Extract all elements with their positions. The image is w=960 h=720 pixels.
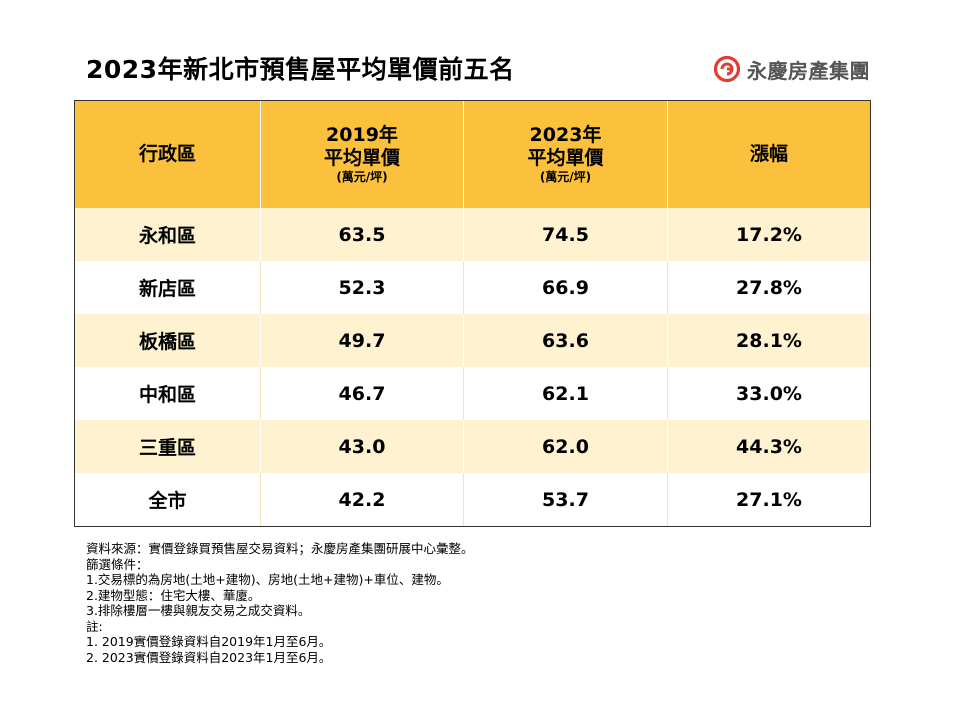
cell-district: 三重區 bbox=[74, 420, 261, 473]
cell-2023-price: 66.9 bbox=[463, 261, 668, 314]
cell-district: 新店區 bbox=[74, 261, 261, 314]
header-line: 平均單價 bbox=[527, 147, 604, 169]
note-line: 3.排除樓層一樓與親友交易之成交資料。 bbox=[86, 603, 311, 618]
cell-2023-price: 62.0 bbox=[463, 420, 668, 473]
header-growth: 漲幅 bbox=[667, 100, 871, 208]
header-unit: (萬元/坪) bbox=[539, 170, 592, 184]
price-table: 行政區 2019年 平均單價 (萬元/坪) 2023年 平均單價 (萬元/坪) … bbox=[74, 100, 871, 527]
note-line: 1. 2019實價登錄資料自2019年1月至6月。 bbox=[86, 634, 332, 649]
table-row: 板橋區 49.7 63.6 28.1% bbox=[74, 314, 871, 367]
note-line: 1.交易標的為房地(土地+建物)、房地(土地+建物)+車位、建物。 bbox=[86, 572, 449, 587]
table-row: 永和區 63.5 74.5 17.2% bbox=[74, 208, 871, 261]
cell-2019-price: 46.7 bbox=[260, 367, 464, 420]
yungching-logo-icon bbox=[713, 55, 741, 83]
header-line: 平均單價 bbox=[323, 147, 400, 169]
cell-2019-price: 49.7 bbox=[260, 314, 464, 367]
table-row-total: 全市 42.2 53.7 27.1% bbox=[74, 473, 871, 527]
table-row: 新店區 52.3 66.9 27.8% bbox=[74, 261, 871, 314]
cell-2023-price: 53.7 bbox=[463, 473, 668, 527]
table-row: 中和區 46.7 62.1 33.0% bbox=[74, 367, 871, 420]
header-district: 行政區 bbox=[74, 100, 261, 208]
cell-district: 永和區 bbox=[74, 208, 261, 261]
table-row: 三重區 43.0 62.0 44.3% bbox=[74, 420, 871, 473]
note-line: 註: bbox=[86, 618, 103, 634]
note-line: 篩選條件： bbox=[86, 556, 149, 572]
brand-name: 永慶房產集團 bbox=[747, 58, 870, 83]
cell-2023-price: 62.1 bbox=[463, 367, 668, 420]
cell-district: 全市 bbox=[74, 473, 261, 527]
cell-growth: 17.2% bbox=[667, 208, 871, 261]
page-title: 2023年新北市預售屋平均單價前五名 bbox=[86, 55, 515, 84]
header-line: 行政區 bbox=[138, 143, 196, 165]
header-2019-price: 2019年 平均單價 (萬元/坪) bbox=[260, 100, 464, 208]
cell-district: 中和區 bbox=[74, 367, 261, 420]
cell-2019-price: 43.0 bbox=[260, 420, 464, 473]
table-header-row: 行政區 2019年 平均單價 (萬元/坪) 2023年 平均單價 (萬元/坪) … bbox=[74, 100, 871, 208]
cell-2023-price: 74.5 bbox=[463, 208, 668, 261]
header-line: 2023年 bbox=[529, 124, 602, 146]
note-line: 2. 2023實價登錄資料自2023年1月至6月。 bbox=[86, 649, 332, 665]
cell-growth: 27.8% bbox=[667, 261, 871, 314]
cell-2019-price: 42.2 bbox=[260, 473, 464, 527]
cell-2019-price: 63.5 bbox=[260, 208, 464, 261]
brand-logo-group: 永慶房產集團 bbox=[713, 54, 870, 84]
cell-growth: 28.1% bbox=[667, 314, 871, 367]
header-line: 漲幅 bbox=[749, 143, 788, 165]
header-2023-price: 2023年 平均單價 (萬元/坪) bbox=[463, 100, 668, 208]
cell-growth: 44.3% bbox=[667, 420, 871, 473]
cell-growth: 27.1% bbox=[667, 473, 871, 527]
cell-district: 板橋區 bbox=[74, 314, 261, 367]
header-unit: (萬元/坪) bbox=[336, 170, 388, 184]
header-line: 2019年 bbox=[326, 124, 398, 146]
note-line: 2.建物型態：住宅大樓、華廈。 bbox=[86, 587, 261, 603]
cell-growth: 33.0% bbox=[667, 367, 871, 420]
cell-2023-price: 63.6 bbox=[463, 314, 668, 367]
cell-2019-price: 52.3 bbox=[260, 261, 464, 314]
note-line: 資料來源：實價登錄買預售屋交易資料；永慶房產集團研展中心彙整。 bbox=[86, 541, 474, 556]
source-notes: 資料來源：實價登錄買預售屋交易資料；永慶房產集團研展中心彙整。 篩選條件： 1.… bbox=[86, 541, 866, 665]
